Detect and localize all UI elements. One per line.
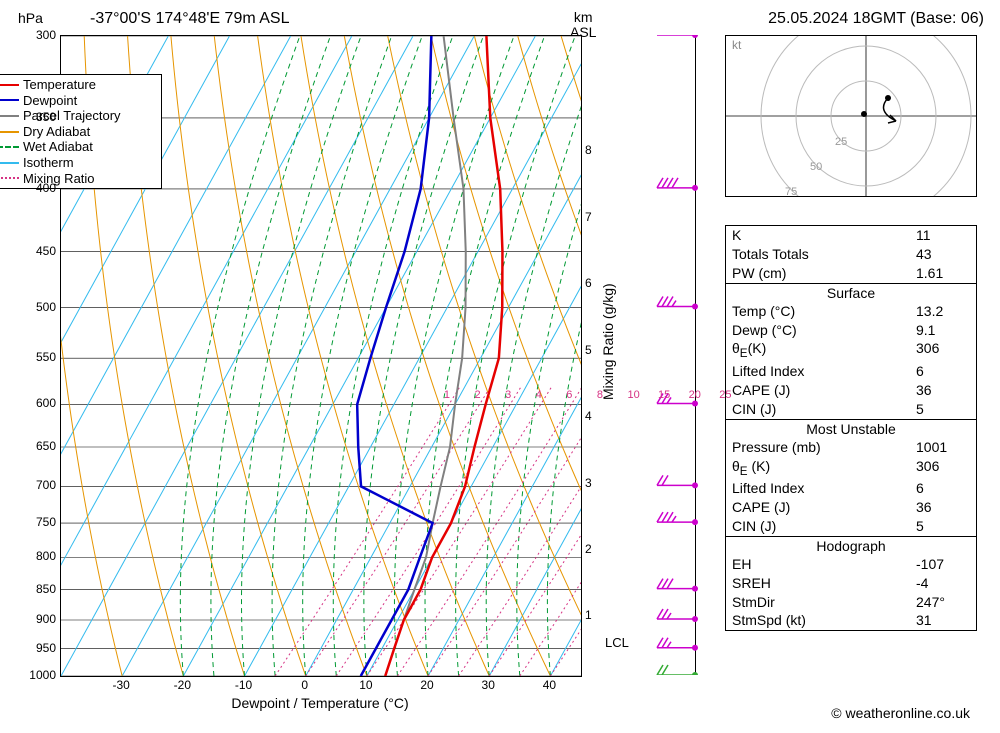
pressure-tick: 750 [20,515,56,529]
temp-tick: 10 [354,678,378,692]
pressure-tick: 1000 [20,668,56,682]
table-row: Lifted Index6 [726,479,976,498]
temp-tick: 20 [415,678,439,692]
mixing-ratio-label: 20 [689,389,701,401]
mixing-ratio-label: 6 [566,389,572,401]
legend-item: Dewpoint [0,93,157,109]
altitude-tick: 3 [585,476,592,490]
legend-item: Isotherm [0,155,157,171]
table-row: Lifted Index6 [726,362,976,381]
pressure-tick: 600 [20,396,56,410]
temp-tick: -30 [109,678,133,692]
temp-tick: 40 [537,678,561,692]
pressure-tick: 650 [20,439,56,453]
temp-tick: -20 [170,678,194,692]
table-row: SREH-4 [726,574,976,593]
legend-item: Temperature [0,77,157,93]
location-title: -37°00'S 174°48'E 79m ASL [90,10,289,28]
lcl-label: LCL [605,635,629,650]
pressure-tick: 550 [20,350,56,364]
mixing-ratio-label: 25 [719,389,731,401]
copyright: © weatheronline.co.uk [831,705,970,721]
table-row: CIN (J)5 [726,517,976,536]
mixing-ratio-label: 3 [505,389,511,401]
datetime-title: 25.05.2024 18GMT (Base: 06) [768,10,984,28]
pressure-tick: 300 [20,28,56,42]
table-row: K11 [726,226,976,245]
table-header: Surface [726,283,976,302]
table-header: Most Unstable [726,419,976,438]
pressure-unit: hPa [18,10,43,26]
table-row: θE(K)306 [726,339,976,362]
altitude-tick: 2 [585,542,592,556]
skewt-chart: TemperatureDewpointParcel TrajectoryDry … [60,35,582,677]
pressure-tick: 500 [20,300,56,314]
mixing-ratio-axis-label: Mixing Ratio (g/kg) [600,260,616,400]
altitude-tick: 4 [585,409,592,423]
table-row: CAPE (J)36 [726,381,976,400]
pressure-tick: 400 [20,181,56,195]
xaxis-label: Dewpoint / Temperature (°C) [60,695,580,711]
pressure-tick: 800 [20,549,56,563]
hodograph-unit: kt [732,38,741,52]
pressure-tick: 350 [20,110,56,124]
mixing-ratio-label: 4 [536,389,542,401]
table-row: EH-107 [726,555,976,574]
table-row: Pressure (mb)1001 [726,438,976,457]
table-row: Totals Totals43 [726,245,976,264]
temp-tick: 30 [476,678,500,692]
table-row: Temp (°C)13.2 [726,302,976,321]
altitude-tick: 6 [585,276,592,290]
svg-text:25: 25 [835,136,847,148]
wind-barb-column [645,35,705,675]
legend-item: Wet Adiabat [0,139,157,155]
mixing-ratio-label: 15 [658,389,670,401]
hodograph-plot: 25 50 75 [725,35,977,197]
table-row: PW (cm)1.61 [726,264,976,283]
mixing-ratio-label: 8 [597,389,603,401]
table-row: StmSpd (kt)31 [726,611,976,630]
pressure-tick: 450 [20,244,56,258]
mixing-ratio-label: 1 [444,389,450,401]
altitude-tick: 8 [585,143,592,157]
skewt-container: hPa -37°00'S 174°48'E 79m ASL kmASL 25.0… [0,0,1000,733]
pressure-tick: 850 [20,582,56,596]
pressure-tick: 900 [20,612,56,626]
altitude-tick: 7 [585,210,592,224]
table-row: θE (K)306 [726,457,976,480]
mixing-ratio-label: 10 [627,389,639,401]
mixing-ratio-label: 2 [475,389,481,401]
table-row: Dewp (°C)9.1 [726,321,976,340]
table-header: Hodograph [726,536,976,555]
table-row: StmDir247° [726,593,976,612]
altitude-tick: 5 [585,343,592,357]
altitude-tick: 1 [585,608,592,622]
temp-tick: -10 [232,678,256,692]
indices-table: K11Totals Totals43PW (cm)1.61SurfaceTemp… [725,225,977,631]
legend: TemperatureDewpointParcel TrajectoryDry … [0,74,162,189]
pressure-tick: 700 [20,478,56,492]
legend-item: Dry Adiabat [0,124,157,140]
pressure-tick: 950 [20,641,56,655]
temp-tick: 0 [293,678,317,692]
table-row: CAPE (J)36 [726,498,976,517]
svg-text:75: 75 [785,186,797,196]
svg-text:50: 50 [810,161,822,173]
table-row: CIN (J)5 [726,400,976,419]
